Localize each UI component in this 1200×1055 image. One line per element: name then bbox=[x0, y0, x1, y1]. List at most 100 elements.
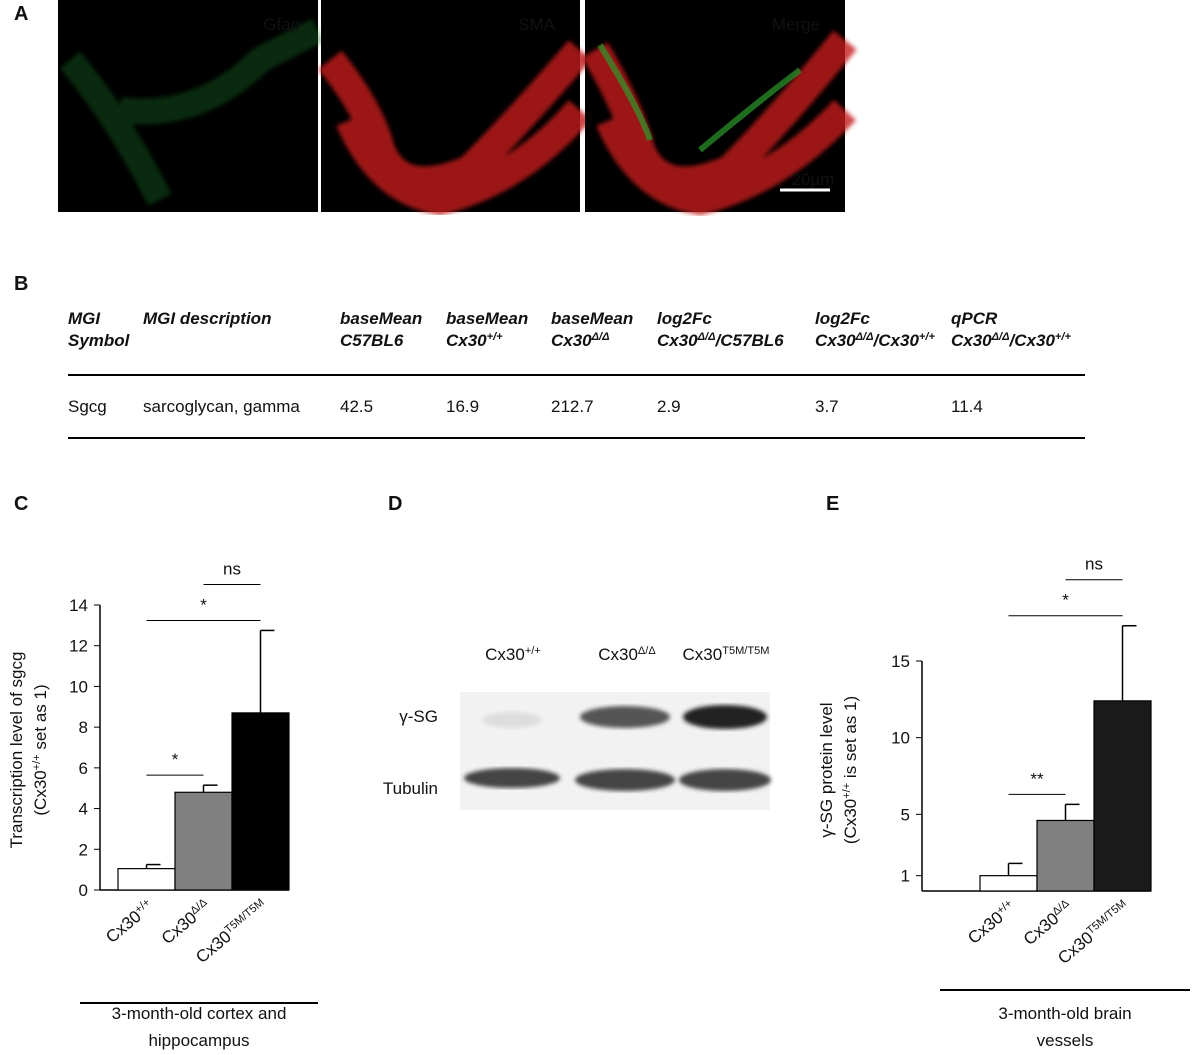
text-run: set as 1) bbox=[31, 684, 50, 754]
text-run: baseMean bbox=[551, 309, 633, 328]
superscript: +/+ bbox=[1055, 331, 1072, 343]
table-cell: 42.5 bbox=[340, 397, 373, 416]
x-tick-label: Cx30+/+ bbox=[102, 897, 157, 947]
table-header: baseMean bbox=[446, 309, 528, 328]
text-run: baseMean bbox=[340, 309, 422, 328]
significance-label: ns bbox=[223, 559, 241, 578]
micrograph-gfap bbox=[58, 0, 324, 212]
significance-label: ns bbox=[1085, 555, 1103, 574]
micrograph-merge bbox=[582, 0, 857, 216]
superscript: +/+ bbox=[841, 783, 853, 799]
text-run: Transcription level of sgcg bbox=[7, 652, 26, 849]
y-tick-label: 4 bbox=[79, 800, 88, 819]
bar bbox=[1036, 819, 1095, 892]
text-run: Cx30 bbox=[551, 331, 592, 350]
micrograph-sma bbox=[318, 0, 592, 216]
text-run: Symbol bbox=[68, 331, 131, 350]
footer-label: vessels bbox=[1037, 1031, 1094, 1050]
table-header: Cx30+/+ bbox=[446, 331, 503, 350]
table-cell: 3.7 bbox=[815, 397, 839, 416]
blot-row-label: Tubulin bbox=[383, 779, 438, 798]
channel-label: Gfap bbox=[263, 15, 300, 34]
table-header: C57BL6 bbox=[340, 331, 404, 350]
text-run: qPCR bbox=[951, 309, 998, 328]
table-header: MGI bbox=[68, 309, 101, 328]
table-header: qPCR bbox=[951, 309, 998, 328]
y-tick-label: 2 bbox=[79, 840, 88, 859]
table-cell: 16.9 bbox=[446, 397, 479, 416]
significance-label: * bbox=[200, 595, 207, 614]
text-run: Cx30 bbox=[446, 331, 487, 350]
panel-label: A bbox=[14, 3, 28, 25]
table-header: log2Fc bbox=[657, 309, 712, 328]
table-header: MGI description bbox=[143, 309, 271, 328]
y-axis-label: Transcription level of sgcg bbox=[7, 652, 26, 849]
blot-row-label: γ-SG bbox=[399, 707, 438, 726]
superscript: T5M/T5M bbox=[223, 897, 267, 937]
lane-label: Cx30T5M/T5M bbox=[683, 645, 770, 664]
table-cell: 11.4 bbox=[951, 397, 983, 416]
text-run: (Cx30 bbox=[31, 770, 50, 815]
superscript: Δ/Δ bbox=[638, 645, 656, 657]
superscript: +/+ bbox=[525, 645, 541, 657]
superscript: T5M/T5M bbox=[1085, 898, 1129, 938]
text-run: MGI bbox=[68, 309, 101, 328]
y-tick-label: 6 bbox=[79, 759, 88, 778]
panel-label: E bbox=[826, 493, 839, 515]
text-run: baseMean bbox=[446, 309, 528, 328]
y-tick-label: 0 bbox=[79, 881, 88, 900]
superscript: Δ/Δ bbox=[855, 331, 874, 343]
y-axis-label: γ-SG protein level bbox=[817, 702, 836, 837]
panel-label: D bbox=[388, 493, 402, 515]
superscript: Δ/Δ bbox=[697, 331, 716, 343]
table-cell: 2.9 bbox=[657, 397, 681, 416]
bar bbox=[231, 712, 290, 891]
text-run: Cx30 bbox=[598, 645, 638, 664]
panel-label: B bbox=[14, 273, 28, 295]
text-run: /Cx30 bbox=[873, 331, 920, 350]
y-tick-label: 14 bbox=[69, 596, 88, 615]
table-header: Cx30Δ/Δ/Cx30+/+ bbox=[815, 331, 935, 350]
bar bbox=[1093, 700, 1152, 892]
channel-label: SMA bbox=[518, 15, 556, 34]
superscript: Δ/Δ bbox=[991, 331, 1010, 343]
lane-label: Cx30+/+ bbox=[485, 645, 541, 664]
superscript: +/+ bbox=[919, 331, 936, 343]
y-axis-label: (Cx30+/+ set as 1) bbox=[31, 684, 50, 815]
text-run: (Cx30 bbox=[841, 799, 860, 844]
table-cell: 212.7 bbox=[551, 397, 594, 416]
y-tick-label: 12 bbox=[69, 637, 88, 656]
table-header: Symbol bbox=[68, 331, 131, 350]
table-header: baseMean bbox=[340, 309, 422, 328]
y-axis-label: (Cx30+/+ is set as 1) bbox=[841, 696, 860, 844]
y-tick-label: 5 bbox=[901, 805, 910, 824]
text-run: log2Fc bbox=[657, 309, 712, 328]
bar bbox=[174, 791, 233, 891]
panel-label: C bbox=[14, 493, 28, 515]
table-header: Cx30Δ/Δ/Cx30+/+ bbox=[951, 331, 1071, 350]
footer-label: 3-month-old cortex and bbox=[112, 1004, 287, 1023]
text-run: Cx30 bbox=[815, 331, 856, 350]
text-run: /C57BL6 bbox=[715, 331, 785, 350]
text-run: Cx30 bbox=[683, 645, 723, 664]
text-run: /Cx30 bbox=[1009, 331, 1056, 350]
bar bbox=[979, 875, 1038, 892]
text-run: Cx30 bbox=[951, 331, 992, 350]
bar bbox=[117, 868, 176, 891]
significance-label: ** bbox=[1030, 769, 1044, 788]
footer-label: 3-month-old brain bbox=[998, 1004, 1131, 1023]
text-run: Cx30 bbox=[485, 645, 525, 664]
y-tick-label: 1 bbox=[901, 867, 910, 886]
text-run: Cx30 bbox=[657, 331, 698, 350]
y-tick-label: 10 bbox=[69, 677, 88, 696]
channel-label: Merge bbox=[772, 15, 820, 34]
superscript: Δ/Δ bbox=[591, 331, 610, 343]
superscript: +/+ bbox=[31, 754, 43, 770]
significance-label: * bbox=[172, 750, 179, 769]
footer-label: hippocampus bbox=[148, 1031, 249, 1050]
table-header: log2Fc bbox=[815, 309, 870, 328]
table-cell: sarcoglycan, gamma bbox=[143, 397, 300, 416]
text-run: γ-SG protein level bbox=[817, 702, 836, 837]
y-tick-label: 10 bbox=[891, 729, 910, 748]
